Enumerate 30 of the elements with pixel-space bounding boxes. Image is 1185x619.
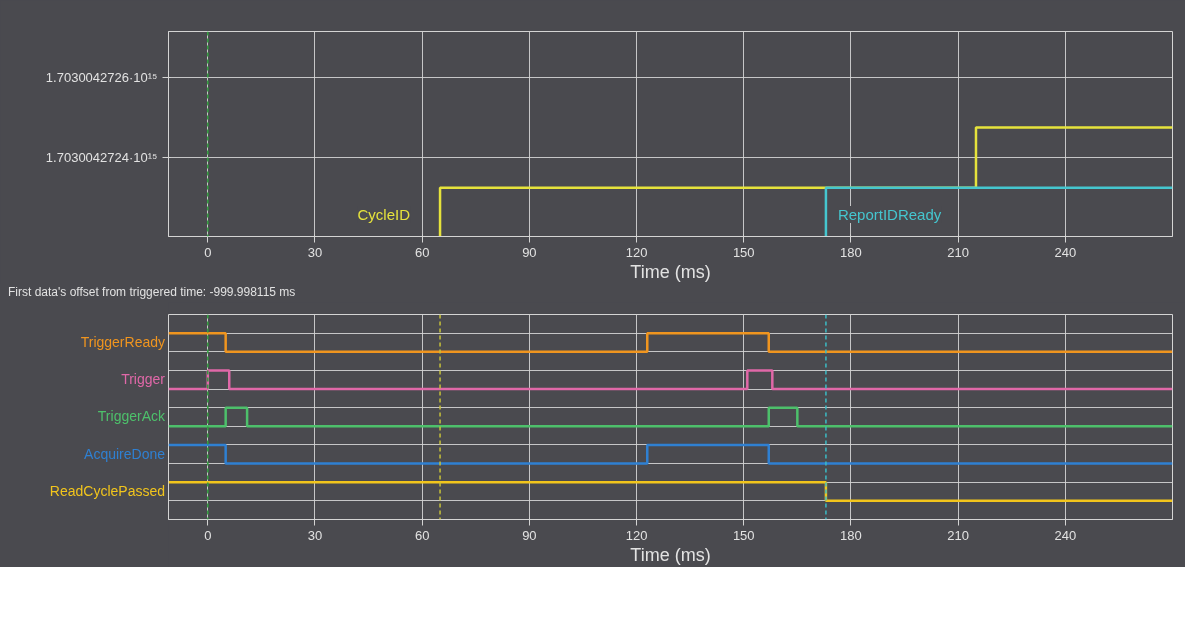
x-tick-label: 180 bbox=[840, 244, 862, 260]
x-tick-label: 120 bbox=[625, 527, 648, 543]
x-tick-label: 90 bbox=[522, 244, 537, 260]
x-tick-label: 180 bbox=[840, 527, 862, 543]
series-label: AcquireDone bbox=[84, 445, 165, 464]
series-label: TriggerReady bbox=[80, 333, 165, 352]
x-tick-label: 60 bbox=[414, 244, 430, 260]
x-tick-label: 30 bbox=[307, 527, 323, 543]
x-tick-label: 240 bbox=[1054, 244, 1077, 260]
x-tick-label: 210 bbox=[947, 527, 969, 543]
y-tick-label: 1.7030042726·10¹⁵ bbox=[45, 70, 158, 86]
x-tick-label: 240 bbox=[1054, 527, 1077, 543]
series-label: ReportIDReady bbox=[837, 206, 942, 224]
x-tick-label: 150 bbox=[732, 527, 755, 543]
series-label: Trigger bbox=[121, 370, 165, 389]
x-tick-label: 120 bbox=[625, 244, 648, 260]
x-axis-title: Time (ms) bbox=[630, 261, 711, 282]
x-tick-label: 210 bbox=[947, 244, 969, 260]
x-tick-label: 150 bbox=[732, 244, 755, 260]
x-axis-title: Time (ms) bbox=[630, 544, 711, 565]
x-tick-label: 0 bbox=[204, 527, 212, 543]
series-label: CycleID bbox=[357, 206, 411, 224]
x-tick-label: 0 bbox=[204, 244, 212, 260]
x-tick-label: 60 bbox=[414, 527, 430, 543]
series-label: TriggerAck bbox=[97, 407, 165, 426]
series-label: ReadCyclePassed bbox=[49, 482, 165, 501]
text: First data's offset from triggered time: -999.998115 ms bbox=[8, 284, 296, 301]
x-tick-label: 90 bbox=[522, 527, 537, 543]
x-tick-label: 30 bbox=[307, 244, 323, 260]
y-tick-label: 1.7030042724·10¹⁵ bbox=[45, 150, 158, 166]
